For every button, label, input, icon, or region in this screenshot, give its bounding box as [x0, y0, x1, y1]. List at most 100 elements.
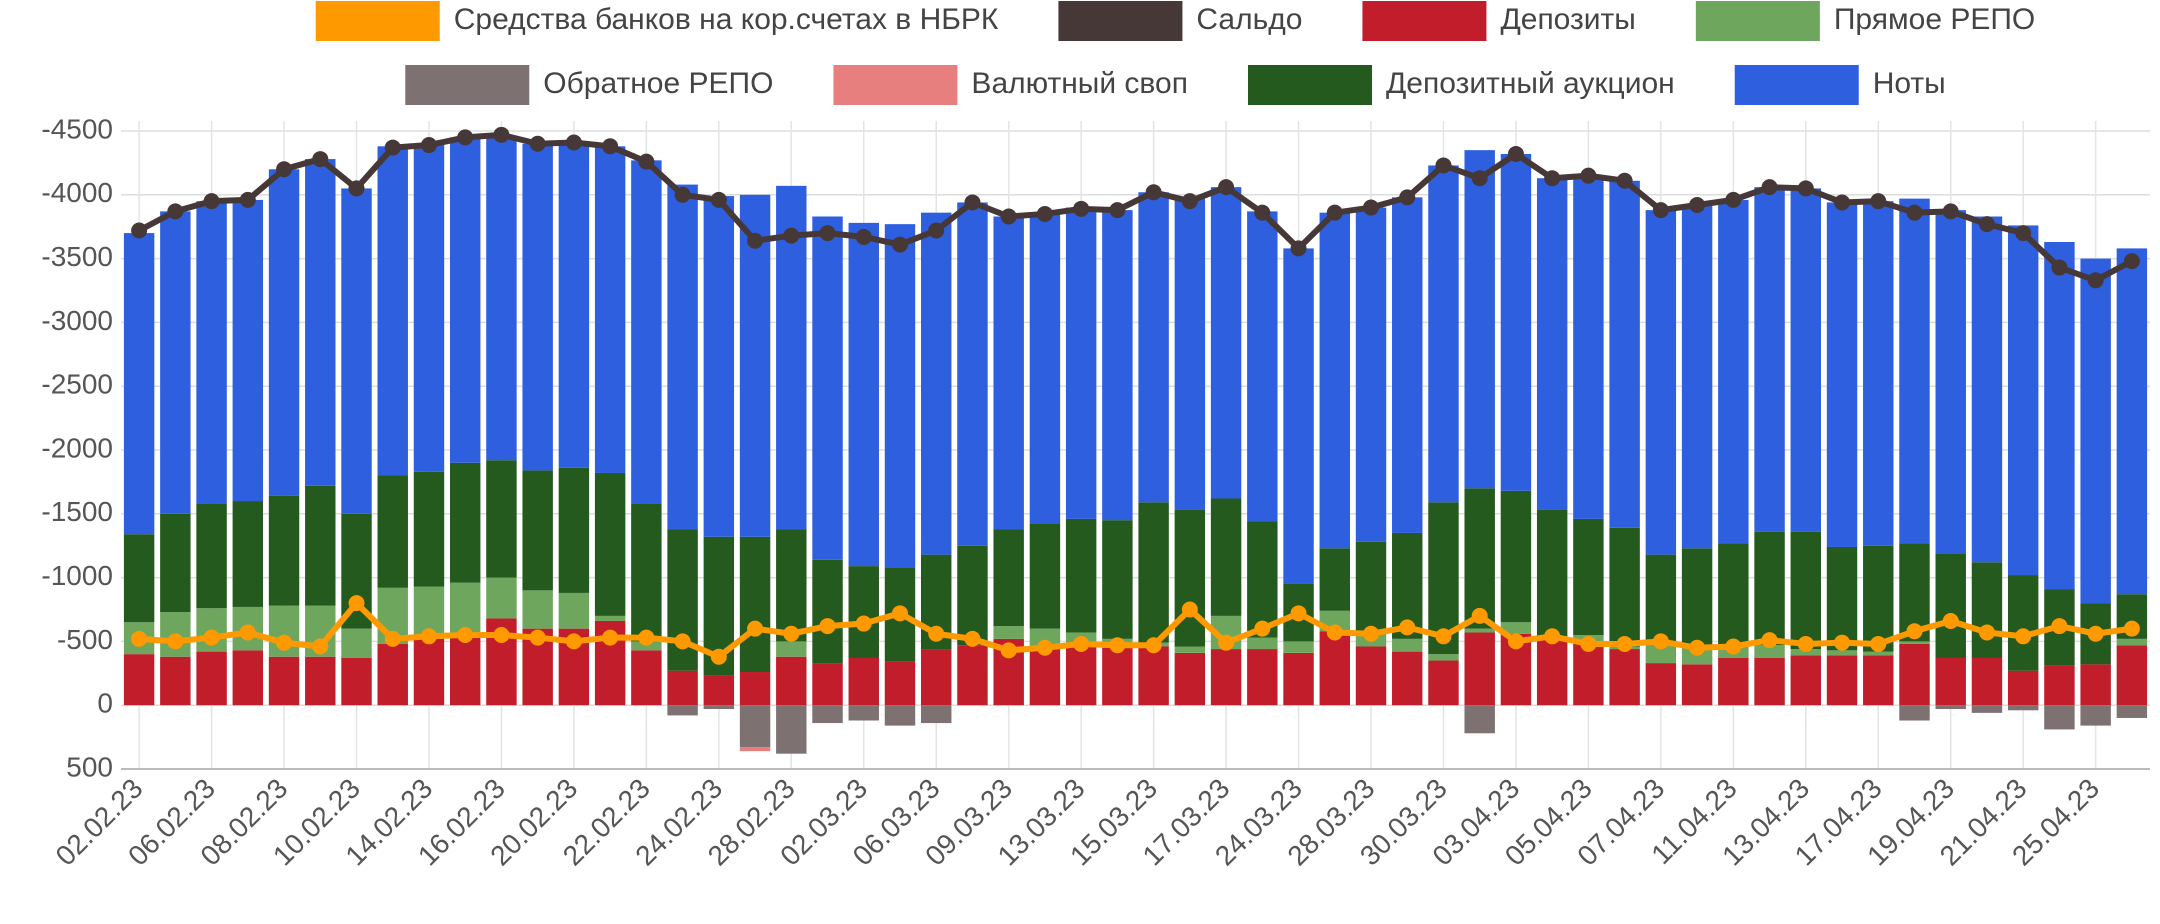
line-point [1725, 191, 1742, 208]
bar-segment [486, 577, 517, 619]
bar-segment [594, 615, 626, 621]
bar-segment [1283, 652, 1314, 706]
bar-segment [1681, 205, 1713, 549]
bar-segment [2044, 705, 2075, 730]
bar-segment [558, 141, 590, 468]
legend-swatch [315, 1, 440, 41]
line-point [1145, 184, 1162, 201]
legend-swatch [405, 65, 530, 105]
bar-segment [1065, 207, 1097, 519]
bar-segment [667, 705, 698, 716]
line-point [1000, 208, 1017, 225]
legend-label: Прямое РЕПО [1834, 3, 2035, 36]
line-point [638, 629, 655, 646]
line-point [1254, 620, 1271, 637]
bar-segment [776, 641, 807, 657]
y-tick-label: -4000 [41, 177, 113, 208]
line-point [420, 628, 437, 645]
line-point [1544, 628, 1561, 645]
line-point [457, 129, 474, 146]
legend-row: Обратное РЕПО Валютный своп Депозитный аук… [405, 65, 1946, 105]
bar-segment [1392, 638, 1423, 652]
bar-segment [486, 460, 517, 578]
bar-segment [1029, 646, 1061, 706]
bar-segment [594, 472, 626, 616]
bar-segment [1790, 649, 1822, 656]
bar-segment [957, 202, 988, 546]
bar-segment [739, 705, 771, 748]
bar-segment [1826, 202, 1858, 547]
line-point [1326, 624, 1343, 641]
line-point [1507, 145, 1524, 162]
bar-segment [739, 747, 771, 752]
bar-segment [1174, 646, 1206, 653]
line-point [1834, 194, 1851, 211]
bar-segment [812, 559, 843, 664]
line-point [2123, 253, 2140, 270]
bar-segment [1500, 153, 1532, 491]
bar-segment [341, 188, 372, 514]
bar-segment [884, 705, 916, 726]
bar-segment [341, 628, 372, 658]
legend-label: Валютный своп [971, 67, 1188, 100]
line-point [1290, 240, 1307, 257]
bar-segment [1754, 645, 1785, 658]
bar-segment [413, 143, 445, 472]
bar-segment [413, 638, 445, 706]
bar-segment [1863, 545, 1894, 652]
line-point [674, 186, 691, 203]
bar-segment [1609, 527, 1640, 647]
bar-segment [1065, 518, 1097, 633]
bar-segment [2080, 664, 2111, 706]
bar-segment [1283, 641, 1314, 653]
bar-segment [1102, 647, 1133, 706]
line-point [1797, 180, 1814, 197]
line-point [1181, 193, 1198, 210]
line-point [2087, 625, 2104, 642]
bar-segment [1102, 520, 1133, 639]
bar-segment [2116, 248, 2148, 595]
line-point [1036, 639, 1053, 656]
bar-segment [305, 485, 336, 606]
bar-segment [1500, 490, 1532, 623]
line-point [276, 634, 293, 651]
line-point [1652, 633, 1669, 650]
bar-segment [1826, 650, 1858, 656]
line-point [1761, 632, 1778, 649]
bar-segment [631, 641, 662, 651]
bar-segment [1210, 187, 1242, 499]
bar-segment [1754, 531, 1785, 646]
bar-segment [776, 656, 807, 706]
bar-segment [1138, 502, 1169, 643]
bar-segment [2007, 225, 2039, 576]
bar-segment [232, 199, 264, 502]
line-point [1834, 634, 1851, 651]
line-point [1580, 635, 1597, 652]
bar-segment [1029, 628, 1061, 647]
bar-segment [921, 212, 952, 555]
bar-segment [848, 657, 879, 706]
y-tick-label: -3000 [41, 305, 113, 336]
bar-segment [1138, 646, 1169, 706]
bar-segment [2007, 670, 2039, 706]
bar-segment [1428, 654, 1459, 661]
legend-label: Ноты [1873, 67, 1946, 100]
bar-segment [921, 705, 952, 724]
bar-segment [160, 513, 191, 613]
bar-segment [812, 216, 843, 560]
bar-segment [1174, 509, 1206, 647]
bar-segment [812, 663, 843, 706]
bar-segment [993, 216, 1024, 530]
line-point [203, 193, 220, 210]
legend-label: Средства банков на кор.счетах в НБРК [454, 3, 999, 36]
bar-segment [1573, 175, 1604, 519]
line-point [1326, 204, 1343, 221]
line-point [1616, 635, 1633, 652]
bar-segment [1464, 632, 1495, 706]
bar-segment [1899, 705, 1930, 721]
bar-segment [1754, 187, 1785, 532]
bar-segment [1790, 655, 1822, 706]
bar-segment [2116, 705, 2148, 718]
line-point [1399, 619, 1416, 636]
bar-segment [1754, 657, 1785, 706]
